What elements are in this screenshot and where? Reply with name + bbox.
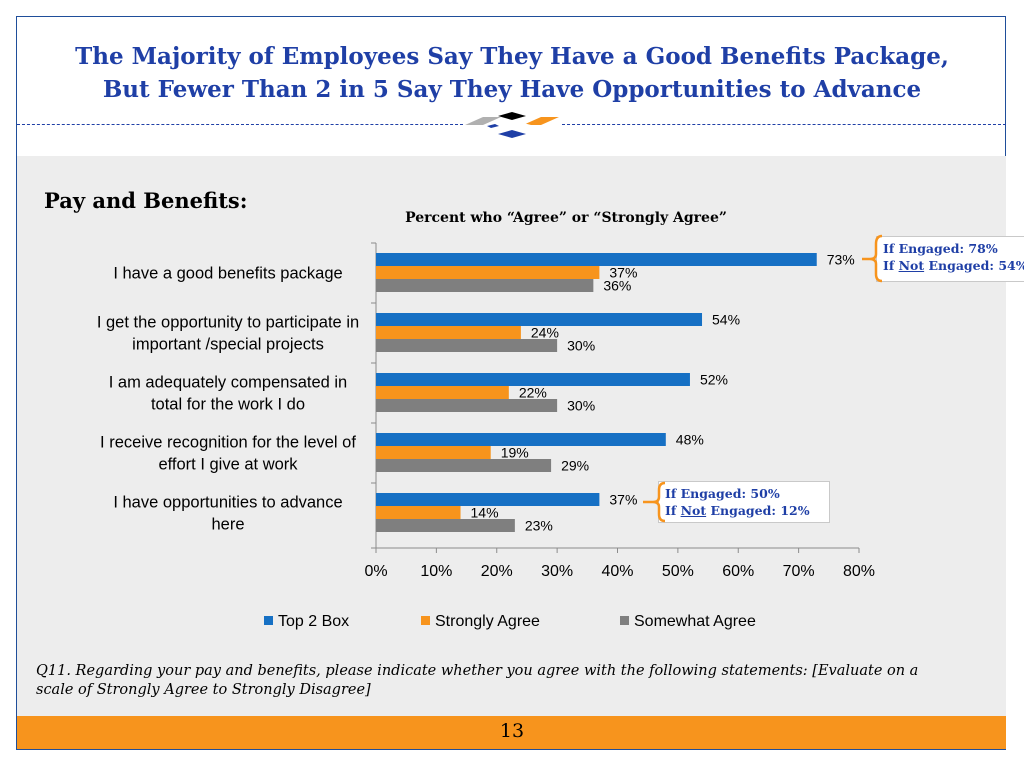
- category-label: I have opportunities to advance: [113, 494, 342, 512]
- x-tick-label: 10%: [420, 563, 452, 580]
- bar-somewhat-agree: [376, 459, 552, 472]
- data-label: 22%: [519, 385, 547, 401]
- data-label: 48%: [676, 432, 704, 448]
- diamond-logo-icon: [465, 112, 559, 138]
- title-divider-left: [17, 124, 463, 125]
- callout-engaged-advance: If Engaged: 50% If Not Engaged: 12%: [658, 481, 830, 523]
- x-tick-label: 50%: [662, 563, 694, 580]
- callout-top-line-1: If Engaged: 78%: [883, 241, 998, 256]
- legend-swatch-icon: [264, 616, 273, 625]
- data-label: 37%: [609, 492, 637, 508]
- bar-strongly-agree: [376, 266, 600, 279]
- data-label: 19%: [501, 445, 529, 461]
- bar-top-2-box: [376, 313, 703, 326]
- bar-strongly-agree: [376, 386, 509, 399]
- data-label: 29%: [561, 458, 589, 474]
- slide-title-line-1: The Majority of Employees Say They Have …: [75, 43, 949, 70]
- callout-top-line-2: If Not Engaged: 54%: [883, 258, 1024, 273]
- bar-somewhat-agree: [376, 339, 558, 352]
- slide-title-line-2: But Fewer Than 2 in 5 Say They Have Oppo…: [102, 76, 922, 103]
- x-tick-label: 40%: [601, 563, 633, 580]
- bar-strongly-agree: [376, 446, 491, 459]
- category-label: I receive recognition for the level of: [100, 434, 356, 452]
- bar-top-2-box: [376, 373, 690, 386]
- category-label: effort I give at work: [158, 456, 298, 474]
- bar-somewhat-agree: [376, 519, 515, 532]
- category-label: total for the work I do: [151, 396, 305, 414]
- legend-item: Top 2 Box: [264, 613, 349, 631]
- legend-item: Somewhat Agree: [620, 613, 756, 631]
- category-label: I get the opportunity to participate in: [97, 314, 359, 332]
- x-tick-label: 70%: [783, 563, 815, 580]
- bar-strongly-agree: [376, 506, 461, 519]
- legend-swatch-icon: [421, 616, 430, 625]
- legend-swatch-icon: [620, 616, 629, 625]
- chart-legend: Top 2 Box Strongly Agree Somewhat Agree: [0, 613, 1024, 633]
- category-label: I am adequately compensated in: [109, 374, 348, 392]
- category-label: important /special projects: [132, 336, 324, 354]
- data-label: 73%: [827, 252, 855, 268]
- bar-strongly-agree: [376, 326, 521, 339]
- bar-top-2-box: [376, 433, 666, 446]
- legend-label: Strongly Agree: [435, 613, 540, 630]
- data-label: 37%: [609, 265, 637, 281]
- data-label: 36%: [603, 278, 631, 294]
- callout-engaged-benefits: If Engaged: 78% If Not Engaged: 54%: [876, 236, 1024, 282]
- callout-bottom-line-1: If Engaged: 50%: [665, 486, 780, 501]
- x-tick-label: 30%: [541, 563, 573, 580]
- survey-question-footnote: Q11. Regarding your pay and benefits, pl…: [36, 663, 919, 698]
- bar-somewhat-agree: [376, 279, 594, 292]
- chart-title: Percent who “Agree” or “Strongly Agree”: [405, 210, 727, 226]
- footer-bar: [17, 716, 1006, 749]
- legend-label: Top 2 Box: [278, 613, 350, 630]
- data-label: 23%: [525, 518, 553, 534]
- section-label: Pay and Benefits:: [44, 188, 248, 213]
- legend-item: Strongly Agree: [421, 613, 540, 631]
- data-label: 54%: [712, 312, 740, 328]
- category-label: I have a good benefits package: [113, 265, 342, 283]
- category-label: here: [211, 516, 244, 534]
- data-label: 30%: [567, 338, 595, 354]
- data-label: 30%: [567, 398, 595, 414]
- x-tick-label: 20%: [481, 563, 513, 580]
- x-tick-label: 80%: [843, 563, 875, 580]
- page-number: 13: [499, 720, 525, 742]
- bar-top-2-box: [376, 493, 600, 506]
- bar-chart: 0% 10% 20% 30% 40% 50% 60% 70% 80% I have a good …: [97, 242, 875, 580]
- x-tick-label: 60%: [722, 563, 754, 580]
- data-label: 14%: [471, 505, 499, 521]
- bar-top-2-box: [376, 253, 817, 266]
- slide-title: The Majority of Employees Say They Have …: [0, 40, 1024, 106]
- data-label: 24%: [531, 325, 559, 341]
- callout-bottom-line-2: If Not Engaged: 12%: [665, 503, 810, 518]
- title-divider-right: [562, 124, 1006, 125]
- data-label: 52%: [700, 372, 728, 388]
- legend-label: Somewhat Agree: [634, 613, 756, 630]
- x-tick-label: 0%: [364, 563, 387, 580]
- bar-somewhat-agree: [376, 399, 558, 412]
